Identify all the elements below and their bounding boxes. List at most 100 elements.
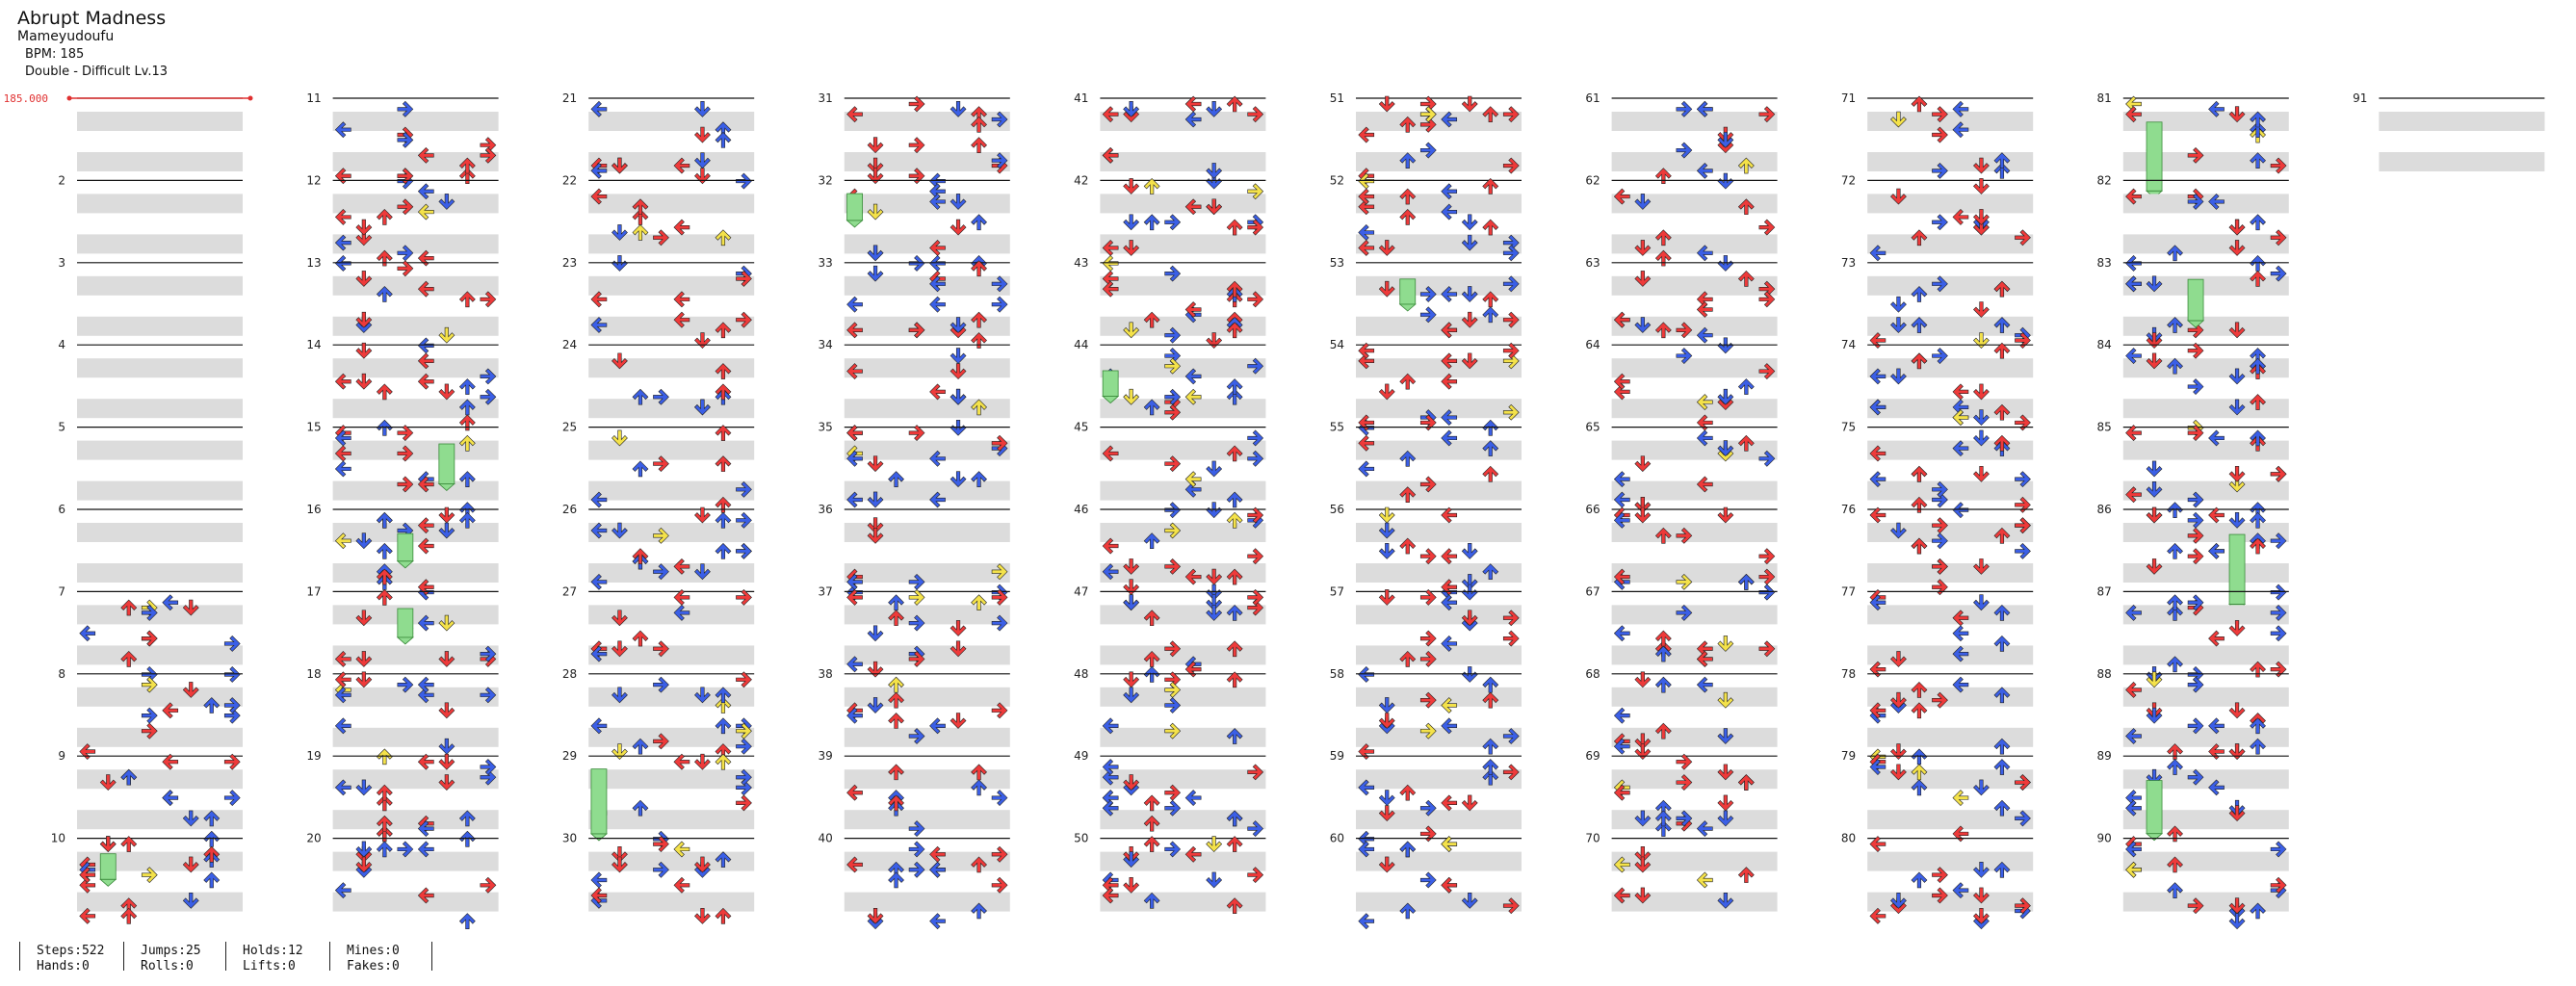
up-arrow-icon [1654, 322, 1672, 339]
left-arrow-icon [2125, 790, 2142, 806]
left-arrow-icon [1184, 301, 1202, 318]
measure-number: 79 [1841, 749, 1856, 763]
right-arrow-icon [908, 588, 925, 606]
left-arrow-icon [417, 841, 434, 858]
left-arrow-icon [673, 558, 690, 575]
down-arrow-icon [2228, 106, 2246, 123]
left-arrow-icon [1102, 799, 1119, 817]
right-arrow-icon [1419, 95, 1437, 113]
measure-number: 78 [1841, 667, 1856, 681]
up-arrow-icon [1143, 610, 1160, 627]
down-arrow-icon [1123, 178, 1140, 195]
beat-band [1100, 358, 1266, 378]
beat-band [844, 358, 1010, 378]
right-arrow-icon [2187, 548, 2204, 565]
right-arrow-icon [2270, 465, 2287, 482]
left-arrow-icon [1102, 717, 1119, 735]
left-arrow-icon [846, 322, 863, 339]
right-arrow-icon [991, 876, 1008, 894]
measure-number: 67 [1585, 584, 1600, 598]
left-arrow-icon [1613, 887, 1630, 904]
beat-band [2122, 480, 2289, 501]
up-arrow-icon [1482, 306, 1499, 324]
left-arrow-icon [673, 604, 690, 621]
right-arrow-icon [1247, 588, 1264, 606]
down-arrow-icon [1973, 861, 1990, 878]
left-arrow-icon [417, 337, 434, 354]
left-arrow-icon [417, 537, 434, 555]
left-arrow-icon [929, 172, 946, 190]
right-arrow-icon [1247, 219, 1264, 236]
beat-band [1100, 810, 1266, 830]
beat-band [77, 399, 243, 419]
right-arrow-icon [223, 790, 241, 806]
down-arrow-icon [950, 219, 967, 236]
left-arrow-icon [1869, 702, 1886, 719]
left-arrow-icon [1613, 373, 1630, 390]
right-arrow-icon [991, 152, 1008, 169]
left-arrow-icon [1613, 471, 1630, 488]
down-arrow-icon [1123, 876, 1140, 894]
left-arrow-icon [1441, 506, 1458, 524]
down-arrow-icon [950, 713, 967, 729]
beat-band [1100, 523, 1266, 542]
right-arrow-icon [1247, 548, 1264, 565]
measure-number: 75 [1841, 421, 1856, 434]
right-arrow-icon [2270, 604, 2287, 621]
measure-number: 33 [819, 256, 833, 270]
left-arrow-icon [1358, 198, 1375, 216]
left-arrow-icon [2125, 728, 2142, 744]
right-arrow-icon [2015, 496, 2031, 513]
right-arrow-icon [736, 794, 752, 812]
down-arrow-icon [2146, 671, 2163, 688]
right-arrow-icon [2270, 157, 2287, 174]
right-arrow-icon [1419, 799, 1437, 817]
stat-steps: Steps:522 [37, 944, 105, 958]
beat-band [1356, 851, 1522, 871]
down-arrow-icon [1973, 301, 1990, 318]
up-arrow-icon [458, 414, 476, 431]
up-arrow-icon [1911, 465, 1928, 482]
up-arrow-icon [2250, 717, 2266, 735]
left-arrow-icon [590, 871, 608, 889]
up-arrow-icon [203, 830, 221, 847]
up-arrow-icon [2250, 394, 2266, 410]
right-arrow-icon [653, 563, 669, 581]
measure-number: 44 [1074, 338, 1088, 351]
beat-band [844, 112, 1010, 131]
beat-band [844, 480, 1010, 501]
right-arrow-icon [991, 434, 1008, 452]
beat-band [1100, 112, 1266, 131]
measure-number: 16 [306, 503, 321, 516]
left-arrow-icon [1952, 409, 1969, 427]
beat-band [1867, 480, 2034, 501]
left-arrow-icon [334, 687, 351, 704]
up-arrow-icon [1482, 563, 1499, 581]
up-arrow-icon [1226, 728, 1243, 744]
down-arrow-icon [1890, 651, 1907, 667]
up-arrow-icon [2167, 759, 2183, 775]
right-arrow-icon [908, 728, 925, 744]
right-arrow-icon [141, 707, 158, 724]
right-arrow-icon [1932, 480, 1948, 498]
right-arrow-icon [1502, 630, 1520, 647]
left-arrow-icon [673, 841, 690, 858]
beat-band [332, 152, 499, 171]
right-arrow-icon [2270, 661, 2287, 678]
right-arrow-icon [480, 876, 497, 894]
beat-band [77, 152, 243, 171]
right-arrow-icon [2187, 491, 2204, 508]
right-arrow-icon [1932, 126, 1948, 143]
right-arrow-icon [1164, 722, 1182, 740]
right-arrow-icon [141, 604, 158, 621]
beat-band [1867, 358, 2034, 378]
measure-number: 41 [1074, 91, 1088, 105]
up-arrow-icon [1143, 794, 1160, 812]
right-arrow-icon [991, 111, 1008, 128]
beat-band [1611, 234, 1778, 254]
left-arrow-icon [1358, 460, 1375, 478]
measure-number: 58 [1330, 667, 1344, 681]
up-arrow-icon [715, 322, 732, 339]
left-arrow-icon [1358, 224, 1375, 241]
